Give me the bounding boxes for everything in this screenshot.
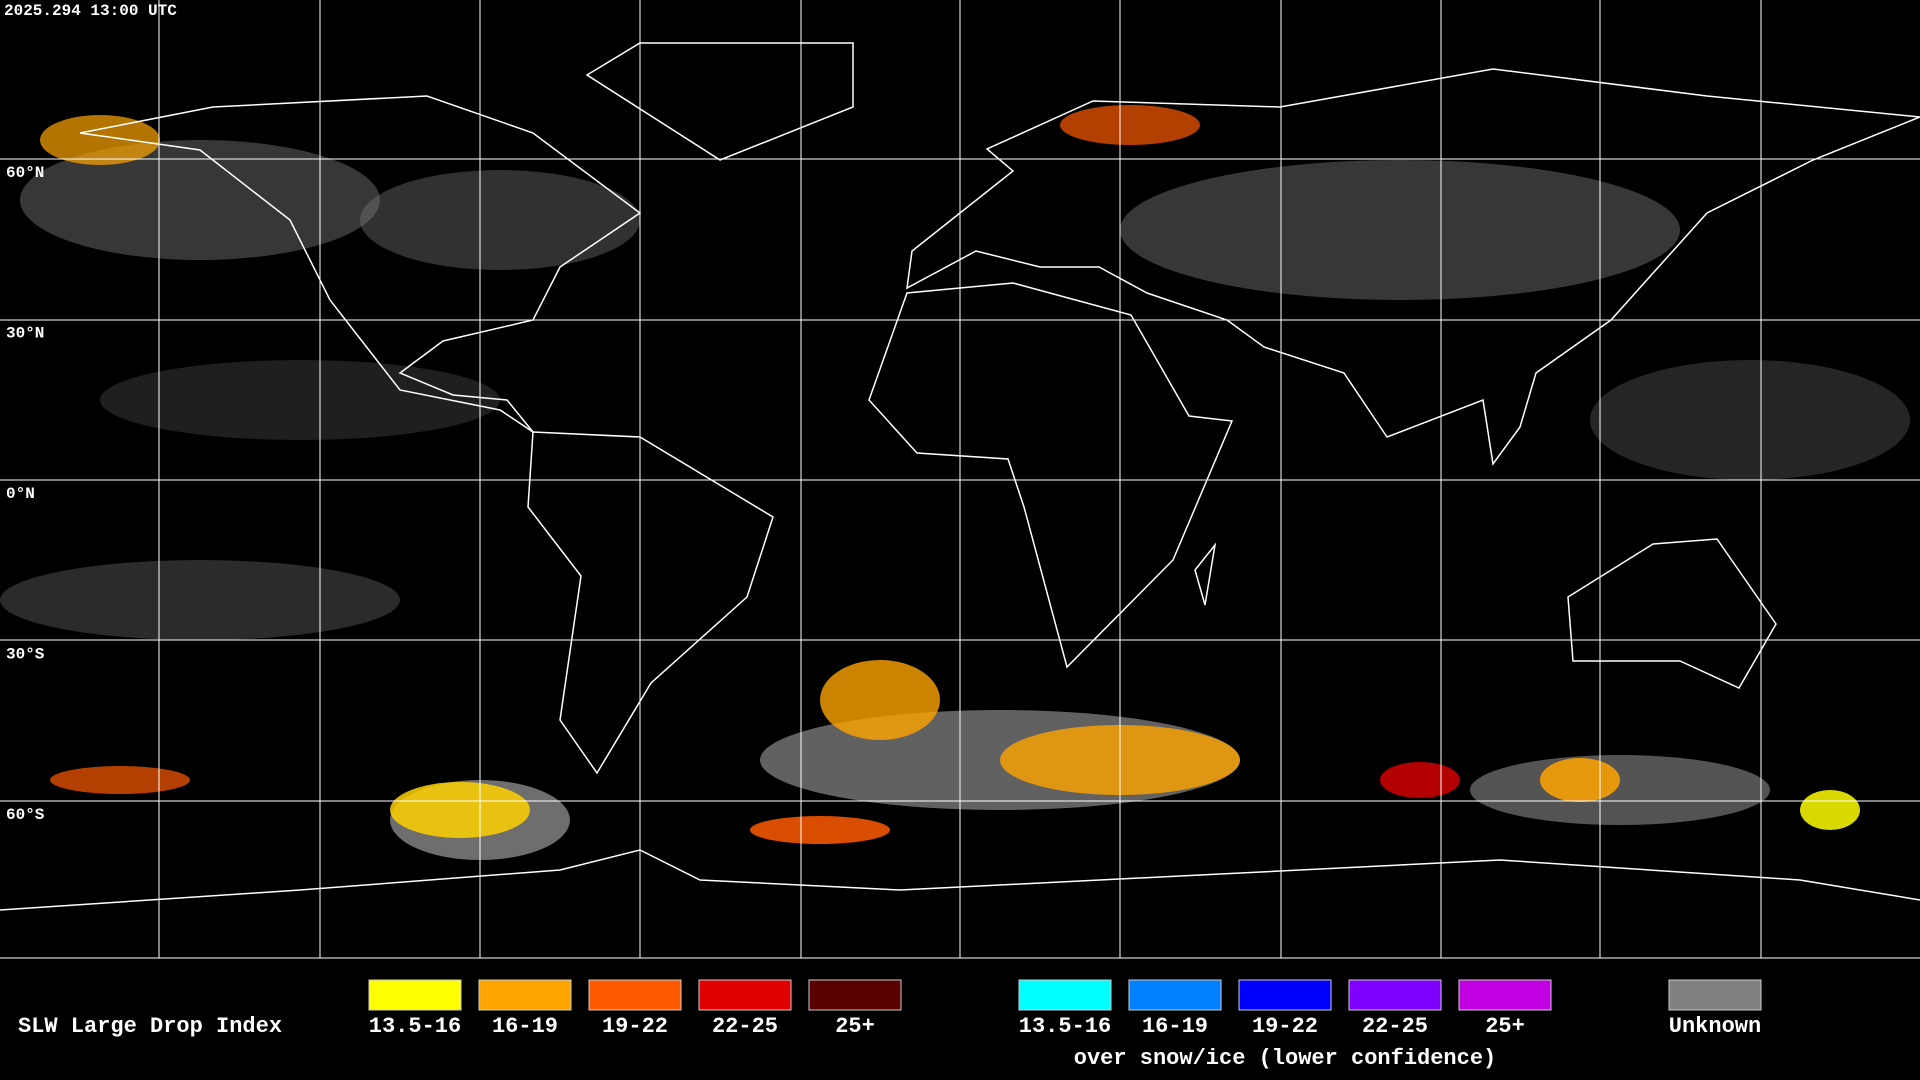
- legend-swatch: [478, 979, 572, 1011]
- legend-label: 25+: [835, 1014, 875, 1039]
- legend-swatch: [1348, 979, 1442, 1011]
- legend-swatch: [1668, 979, 1762, 1011]
- unknown-patch: [1470, 755, 1770, 825]
- legend-label: 19-22: [602, 1014, 668, 1039]
- legend-label: 13.5-16: [1019, 1014, 1111, 1039]
- graticule: [0, 0, 1920, 959]
- legend-title: SLW Large Drop Index: [18, 1014, 282, 1039]
- legend-label: 22-25: [712, 1014, 778, 1039]
- unknown-patch: [1590, 360, 1910, 480]
- unknown-patch: [20, 140, 380, 260]
- legend-swatch: [1458, 979, 1552, 1011]
- lat-labels: 60°N 30°N 0°N 30°S 60°S: [6, 164, 45, 824]
- drop-patch: [750, 816, 890, 844]
- legend-swatch: [808, 979, 902, 1011]
- coastline: [868, 282, 1234, 669]
- legend-note: over snow/ice (lower confidence): [1074, 1046, 1496, 1071]
- legend-swatch: [698, 979, 792, 1011]
- coastlines: [0, 42, 1920, 911]
- drop-patch: [1800, 790, 1860, 830]
- drop-patch: [1380, 762, 1460, 798]
- coastline: [0, 849, 1920, 911]
- legend-swatch: [588, 979, 682, 1011]
- drop-patch: [820, 660, 940, 740]
- drop-patch: [390, 782, 530, 838]
- unknown-patch: [0, 560, 400, 640]
- lat-label: 60°N: [6, 164, 44, 182]
- legend-label: Unknown: [1669, 1014, 1761, 1039]
- coastline: [79, 95, 642, 433]
- coastline: [1194, 542, 1217, 606]
- legend-label: 16-19: [1142, 1014, 1208, 1039]
- coastline: [585, 42, 854, 161]
- coastline: [906, 68, 1920, 466]
- coastline: [527, 431, 774, 775]
- timestamp: 2025.294 13:00 UTC: [4, 2, 177, 20]
- legend-label: 16-19: [492, 1014, 558, 1039]
- legend-swatch: [1128, 979, 1222, 1011]
- drop-patch: [1060, 105, 1200, 145]
- unknown-patch: [360, 170, 640, 270]
- unknown-patch: [100, 360, 500, 440]
- legend-swatch: [1018, 979, 1112, 1011]
- legend-label: 13.5-16: [369, 1014, 461, 1039]
- legend-label: 22-25: [1362, 1014, 1428, 1039]
- lat-label: 0°N: [6, 485, 35, 503]
- legend-label: 19-22: [1252, 1014, 1318, 1039]
- unknown-patch: [1120, 160, 1680, 300]
- legend: 13.5-16 16-19 19-22 22-25 25+ 13.5-16 16-19 19-…: [368, 979, 1762, 1039]
- drop-patch: [50, 766, 190, 794]
- legend-swatch: [368, 979, 462, 1011]
- lat-label: 30°S: [6, 646, 45, 664]
- legend-label: 25+: [1485, 1014, 1525, 1039]
- legend-swatch: [1238, 979, 1332, 1011]
- coastline: [1567, 538, 1777, 689]
- drop-patch: [1540, 758, 1620, 802]
- drop-patch: [40, 115, 160, 165]
- lat-label: 30°N: [6, 325, 44, 343]
- lat-label: 60°S: [6, 806, 45, 824]
